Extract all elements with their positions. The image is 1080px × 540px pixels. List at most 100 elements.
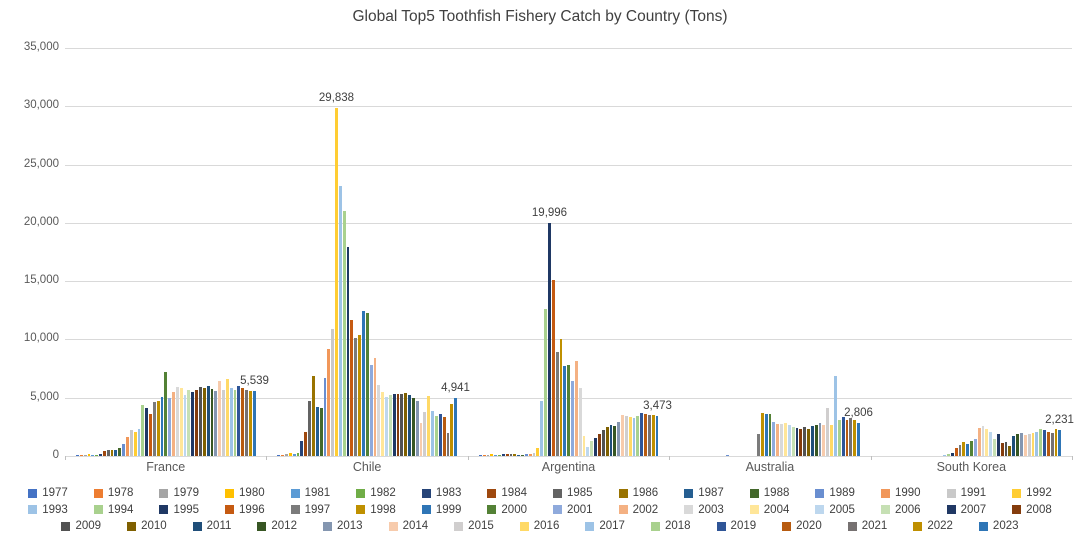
legend-label: 2018 xyxy=(664,520,691,532)
legend-item-2007: 2007 xyxy=(946,503,987,516)
bar-group-chile xyxy=(266,48,467,456)
bar-argentina-1979 xyxy=(486,454,490,456)
bar-chile-2022 xyxy=(450,404,454,456)
legend-item-2021: 2021 xyxy=(847,520,887,532)
bar-australia-1997 xyxy=(757,434,760,456)
bar-groups xyxy=(65,48,1072,456)
bar-australia-1999 xyxy=(764,414,768,456)
bar-chile-1977 xyxy=(277,455,281,456)
bar-south-korea-2006 xyxy=(993,438,996,456)
bar-chile-2012 xyxy=(411,397,415,456)
legend-swatch-icon xyxy=(28,488,38,498)
bar-chile-2010 xyxy=(404,393,408,456)
bar-chile-1979 xyxy=(285,454,288,456)
bar-argentina-1983 xyxy=(501,454,505,456)
bar-argentina-1997 xyxy=(555,352,559,456)
legend-swatch-icon xyxy=(159,488,169,498)
gridline xyxy=(65,222,1072,224)
bar-australia-2016 xyxy=(830,424,833,456)
legend-label: 1984 xyxy=(501,487,527,499)
bar-chile-1985 xyxy=(308,400,311,456)
legend-swatch-icon xyxy=(421,488,431,498)
bar-france-2007 xyxy=(191,392,195,456)
bar-group-south-korea xyxy=(871,48,1072,456)
bar-australia-2019 xyxy=(841,416,845,456)
legend-swatch-icon xyxy=(290,505,300,514)
bar-france-1999 xyxy=(160,396,164,456)
category-tick xyxy=(1072,456,1073,460)
legend-swatch-icon xyxy=(880,488,890,498)
legend-swatch-icon xyxy=(618,505,628,514)
bar-argentina-2015 xyxy=(624,416,628,456)
legend-label: 2013 xyxy=(336,520,363,532)
legend-label: 2007 xyxy=(960,503,987,516)
bar-chile-2021 xyxy=(446,432,450,456)
bar-france-1978 xyxy=(79,455,83,456)
bar-france-1990 xyxy=(125,436,129,456)
bar-chile-1978 xyxy=(281,454,285,456)
bar-south-korea-2018 xyxy=(1039,429,1043,456)
bar-argentina-2012 xyxy=(613,426,617,456)
legend-item-1987: 1987 xyxy=(684,487,724,499)
bar-france-1996 xyxy=(149,414,152,456)
legend-swatch-icon xyxy=(487,505,497,514)
x-axis-label-australia: Australia xyxy=(745,460,795,474)
category-tick xyxy=(65,456,66,460)
x-axis-label-argentina: Argentina xyxy=(541,460,596,474)
legend-swatch-icon xyxy=(225,488,235,498)
bar-chile-1991 xyxy=(331,328,335,456)
legend-item-2013: 2013 xyxy=(322,520,363,532)
bar-france-1992 xyxy=(133,431,137,456)
legend-swatch-icon xyxy=(684,488,694,498)
legend-swatch-icon xyxy=(553,505,562,514)
legend-item-1982: 1982 xyxy=(356,487,396,499)
legend-label: 1980 xyxy=(239,487,265,499)
bar-chile-2004 xyxy=(381,391,385,456)
bar-argentina-2021 xyxy=(647,414,651,456)
legend-item-1985: 1985 xyxy=(553,487,593,499)
legend-swatch-icon xyxy=(93,488,103,498)
legend-label: 1977 xyxy=(42,487,68,499)
bar-france-1983 xyxy=(99,453,102,456)
legend-swatch-icon xyxy=(127,521,137,531)
bar-argentina-1989 xyxy=(524,454,528,456)
bar-france-1980 xyxy=(87,454,91,456)
bar-australia-2000 xyxy=(768,414,772,456)
bar-france-1991 xyxy=(129,430,133,456)
legend-label: 2003 xyxy=(698,503,724,516)
bar-south-korea-2023 xyxy=(1058,430,1062,456)
bar-france-1987 xyxy=(114,450,118,456)
bar-south-korea-2003 xyxy=(981,426,985,456)
bar-argentina-2022 xyxy=(651,415,655,456)
x-axis-label-france: France xyxy=(146,460,186,474)
legend-label: 2012 xyxy=(271,520,297,532)
bar-chile-1981 xyxy=(292,453,296,456)
x-axis-labels: France Chile Argentina Australia South Korea xyxy=(65,460,1072,474)
bar-south-korea-2022 xyxy=(1054,429,1058,456)
legend-item-2010: 2010 xyxy=(127,520,167,532)
bar-chile-1987 xyxy=(315,407,319,456)
legend-label: 2015 xyxy=(468,520,494,532)
bar-south-korea-1999 xyxy=(966,443,970,456)
bar-chile-2000 xyxy=(365,312,369,456)
legend-item-1977: 1977 xyxy=(28,487,68,499)
legend-swatch-icon xyxy=(650,521,660,531)
legend-label: 1981 xyxy=(304,487,331,499)
data-label: 3,473 xyxy=(643,399,672,412)
bar-argentina-1991 xyxy=(532,453,536,456)
legend-swatch-icon xyxy=(388,521,398,531)
bar-south-korea-2011 xyxy=(1012,436,1016,456)
legend-item-2009: 2009 xyxy=(61,520,101,532)
bar-south-korea-2012 xyxy=(1016,433,1019,456)
bar-south-korea-1993 xyxy=(943,454,946,456)
bar-chile-2015 xyxy=(423,411,427,456)
legend-label: 2020 xyxy=(796,520,822,532)
bar-chile-1989 xyxy=(323,377,327,456)
legend-item-2012: 2012 xyxy=(257,520,297,532)
plot-area: 29,838 19,996 5,539 4,941 3,473 2,806 2,231 xyxy=(65,48,1074,460)
bar-australia-2013 xyxy=(818,423,822,456)
legend-item-2016: 2016 xyxy=(519,520,559,532)
y-axis-tick-label: 20,000 xyxy=(23,215,59,228)
bar-south-korea-1996 xyxy=(954,447,958,456)
bar-chile-1995 xyxy=(346,247,350,456)
